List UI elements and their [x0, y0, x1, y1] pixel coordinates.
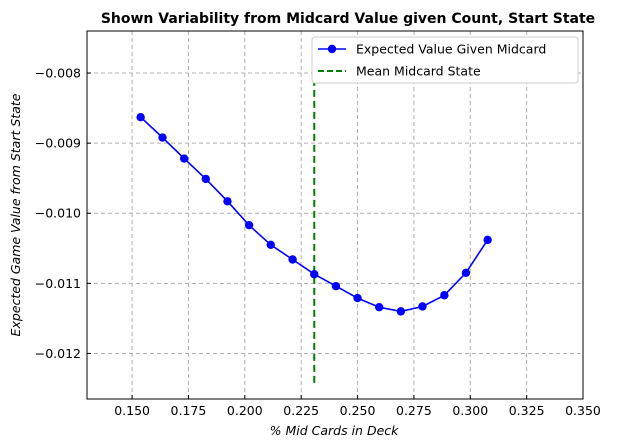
plot-frame [86, 30, 584, 400]
grid [87, 31, 584, 399]
legend-label-expected-value: Expected Value Given Midcard [356, 42, 546, 57]
expected-value-point [223, 197, 232, 206]
expected-value-point [461, 268, 471, 278]
legend: Expected Value Given Midcard Mean Midcar… [311, 36, 579, 84]
axis-ticks: 0.150 0.175 0.200 0.225 0.250 0.275 0.300 0.325… [35, 66, 601, 418]
y-tick-label: −0.009 [35, 136, 81, 151]
y-tick-label: −0.011 [35, 276, 81, 291]
legend-box [311, 36, 579, 84]
y-tick-label: −0.008 [35, 66, 81, 81]
y-tick-label: −0.010 [35, 206, 81, 221]
expected-value-point [483, 235, 492, 245]
y-axis-label: Expected Game Value from Start State [8, 93, 23, 336]
expected-value-point [179, 154, 189, 163]
x-tick-label: 0.175 [171, 403, 207, 418]
x-tick-label: 0.150 [114, 403, 150, 418]
x-tick-label: 0.350 [565, 403, 601, 418]
expected-value-point [201, 174, 211, 184]
expected-value-point [310, 270, 319, 279]
expected-value-point [440, 291, 449, 300]
expected-value-point [158, 133, 167, 142]
expected-value-point [244, 220, 254, 230]
x-tick-label: 0.300 [452, 403, 488, 418]
x-axis-label: % Mid Cards in Deck [270, 423, 400, 438]
chart-title: Shown Variability from Midcard Value giv… [101, 11, 595, 27]
expected-value-point [266, 240, 275, 249]
x-tick-label: 0.250 [340, 403, 376, 418]
expected-value-point [136, 113, 145, 122]
x-tick-label: 0.200 [227, 403, 263, 418]
expected-value-point [353, 293, 362, 303]
expected-value-point [288, 255, 297, 264]
x-tick-label: 0.225 [283, 403, 319, 418]
expected-value-point [418, 302, 427, 311]
y-tick-label: −0.012 [35, 346, 81, 361]
plot-series [136, 78, 492, 383]
legend-label-mean-midcard: Mean Midcard State [356, 64, 481, 79]
x-tick-label: 0.275 [396, 403, 432, 418]
expected-value-point [331, 281, 341, 291]
x-tick-label: 0.325 [509, 403, 545, 418]
expected-value-point [396, 307, 406, 316]
legend-marker-expected-value [327, 44, 337, 54]
expected-value-point [374, 302, 384, 312]
